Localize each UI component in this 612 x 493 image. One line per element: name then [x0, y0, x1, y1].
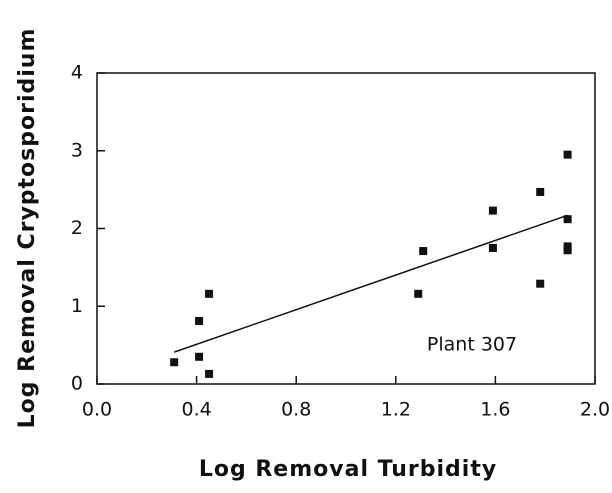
y-tick-label: 0 — [71, 373, 83, 395]
x-tick-label: 0.8 — [281, 399, 311, 421]
y-tick-label: 1 — [71, 295, 83, 317]
point — [563, 215, 572, 224]
x-tick-label: 1.6 — [480, 399, 510, 421]
point — [205, 289, 214, 298]
point — [488, 206, 497, 215]
plot-frame — [96, 72, 596, 385]
point — [195, 317, 204, 326]
point — [419, 247, 428, 256]
y-axis-label: Log Removal Cryptosporidium — [15, 28, 40, 429]
trend-line — [173, 214, 568, 353]
x-tick-label: 1.2 — [381, 399, 411, 421]
point — [563, 246, 572, 255]
annotation: Plant 307 — [427, 334, 517, 356]
point — [170, 358, 179, 367]
x-tick-label: 2.0 — [580, 399, 610, 421]
x-tick-label: 0.0 — [82, 399, 112, 421]
x-axis-label: Log Removal Turbidity — [199, 457, 497, 482]
point — [205, 369, 214, 378]
point — [195, 352, 204, 361]
y-tick-label: 4 — [71, 62, 83, 84]
point — [563, 150, 572, 159]
point — [488, 243, 497, 252]
y-tick-label: 3 — [71, 139, 83, 161]
point — [536, 187, 545, 196]
x-tick-label: 0.4 — [181, 399, 211, 421]
point — [414, 289, 423, 298]
point — [536, 279, 545, 288]
y-tick-label: 2 — [71, 217, 83, 239]
